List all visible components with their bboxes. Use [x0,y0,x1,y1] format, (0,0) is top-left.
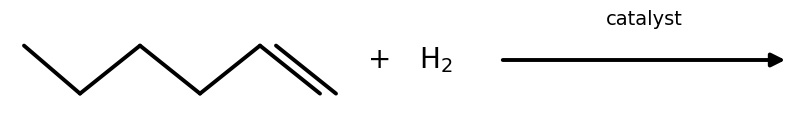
Text: +: + [368,46,392,74]
Text: H$_2$: H$_2$ [419,45,453,75]
Text: catalyst: catalyst [606,10,682,29]
